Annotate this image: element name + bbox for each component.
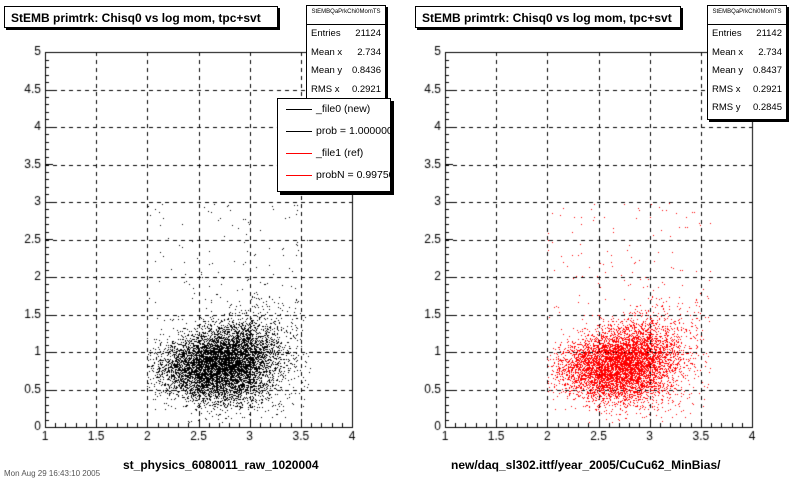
left-stats-row: Mean x 2.734 — [307, 44, 385, 63]
stats-label: Entries — [311, 28, 341, 39]
stats-value: 21124 — [355, 28, 381, 39]
stats-label: RMS x — [311, 83, 340, 95]
right-stats-row: Entries 21142 — [708, 25, 786, 44]
comparison-legend: _file0 (new) prob = 1.000000 _file1 (ref… — [277, 98, 391, 192]
legend-entry: probN = 0.997506 — [278, 165, 390, 187]
legend-line-red — [286, 175, 312, 176]
right-stats-box: StEMBQaPrkChi0MomTS Entries 21142 Mean x 2… — [707, 5, 787, 120]
left-stats-row: Mean y 0.8436 — [307, 62, 385, 81]
legend-line-red — [286, 153, 312, 154]
legend-label: probN = 0.997506 — [316, 169, 390, 181]
stats-value: 0.2845 — [752, 102, 782, 113]
stats-value: 0.2921 — [752, 83, 782, 95]
legend-label: _file0 (new) — [316, 103, 371, 115]
footer-timestamp: Mon Aug 29 16:43:10 2005 — [4, 469, 101, 478]
stats-label: Mean x — [712, 46, 744, 58]
legend-line-black — [286, 131, 312, 132]
stats-label: RMS y — [712, 102, 741, 113]
stats-value: 2.734 — [357, 46, 381, 58]
stats-label: Entries — [712, 28, 742, 39]
stats-value: 2.734 — [758, 46, 782, 58]
legend-line-black — [286, 109, 312, 110]
legend-entry: _file1 (ref) — [278, 143, 390, 165]
stats-label: Mean y — [311, 65, 343, 76]
left-x-axis-title: st_physics_6080011_raw_1020004 — [123, 458, 319, 472]
stats-value: 0.8437 — [752, 65, 782, 76]
legend-label: _file1 (ref) — [316, 147, 364, 159]
stats-label: Mean x — [311, 46, 343, 58]
left-chart-title: StEMB primtrk: Chisq0 vs log mom, tpc+sv… — [4, 6, 278, 28]
right-stats-row: RMS x 0.2921 — [708, 81, 786, 100]
right-stats-row: Mean x 2.734 — [708, 44, 786, 63]
stats-label: RMS x — [712, 83, 741, 95]
right-stats-row: Mean y 0.8437 — [708, 62, 786, 81]
right-stats-name: StEMBQaPrkChi0MomTS — [708, 6, 786, 25]
right-stats-row: RMS y 0.2845 — [708, 99, 786, 118]
stats-value: 0.2921 — [351, 83, 381, 95]
left-stats-row: Entries 21124 — [307, 25, 385, 44]
left-stats-name: StEMBQaPrkChi0MomTS — [307, 6, 385, 25]
legend-label: prob = 1.000000 — [316, 125, 391, 137]
legend-entry: _file0 (new) — [278, 99, 390, 121]
right-chart-title: StEMB primtrk: Chisq0 vs log mom, tpc+sv… — [415, 6, 681, 28]
left-stats-box: StEMBQaPrkChi0MomTS Entries 21124 Mean x 2… — [306, 5, 386, 101]
stats-value: 21142 — [756, 28, 782, 39]
legend-entry: prob = 1.000000 — [278, 121, 390, 143]
stats-value: 0.8436 — [351, 65, 381, 76]
stats-label: Mean y — [712, 65, 744, 76]
left-stats-row: RMS x 0.2921 — [307, 81, 385, 100]
right-x-axis-title: new/daq_sl302.ittf/year_2005/CuCu62_MinB… — [451, 458, 721, 472]
